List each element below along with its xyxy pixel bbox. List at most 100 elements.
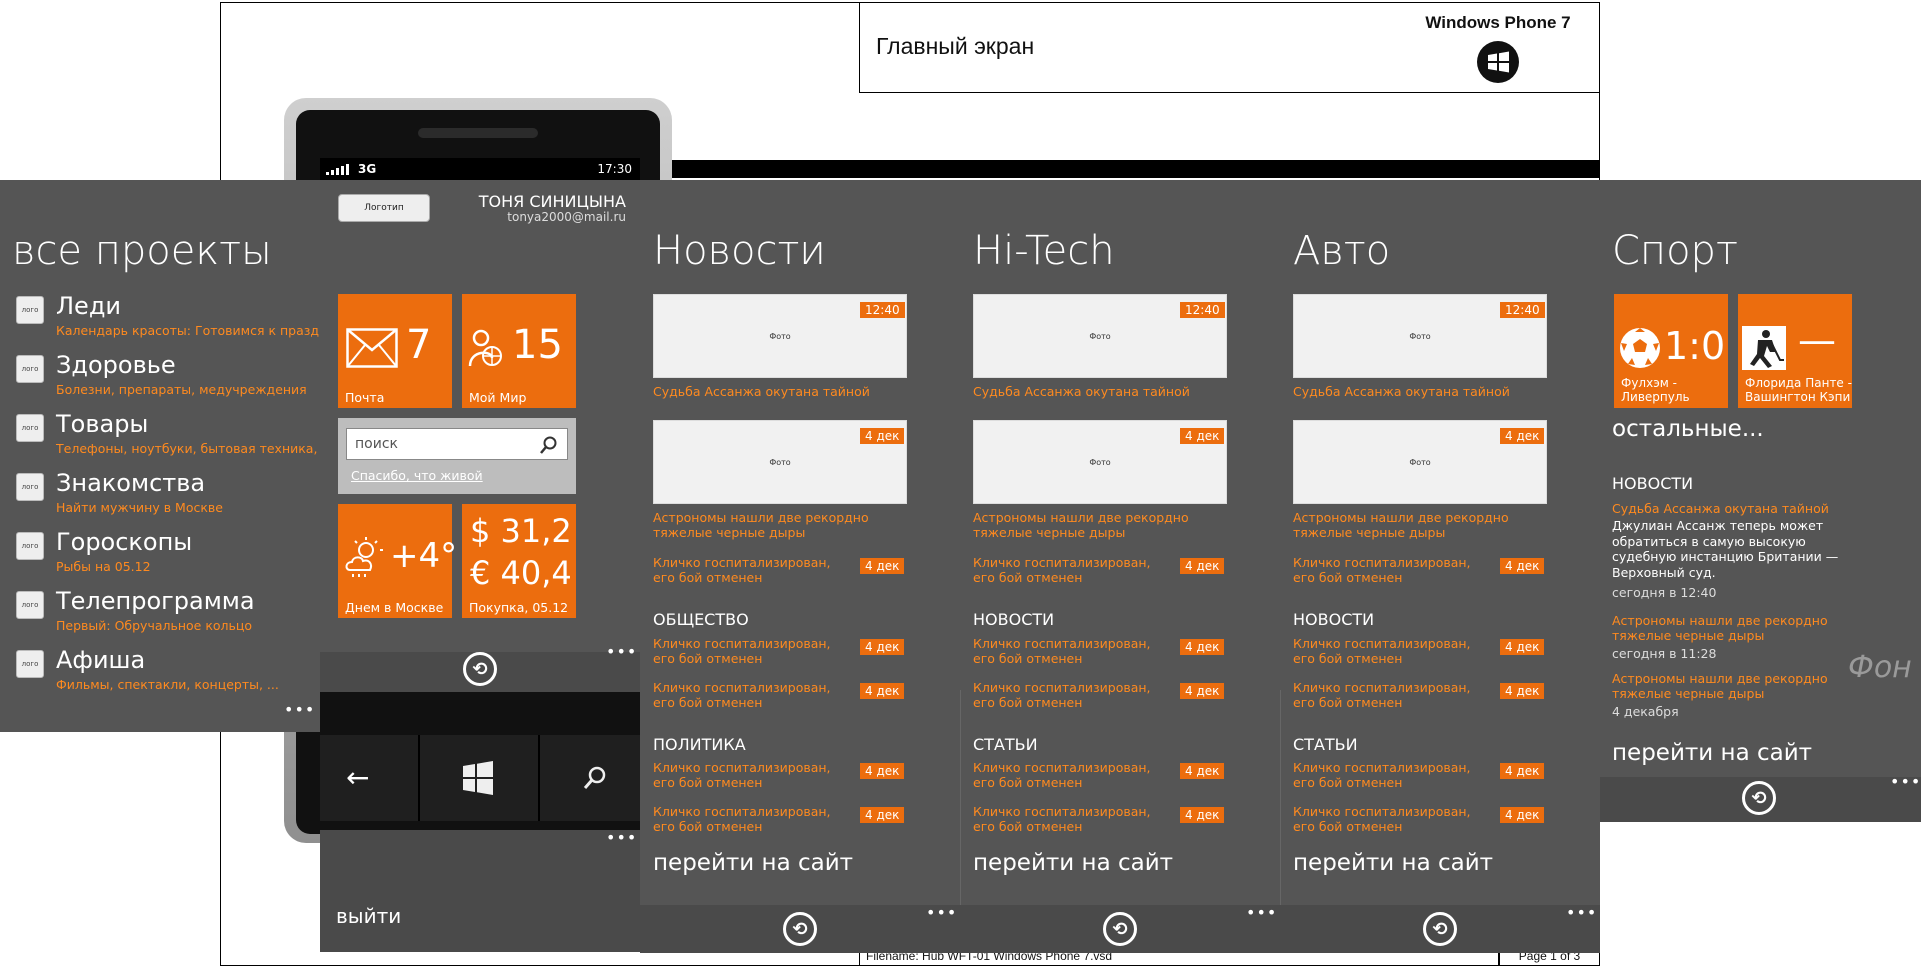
headline-line: его бой отменен <box>1293 570 1403 585</box>
news-headline[interactable]: Судьба Ассанжа окутана тайной <box>973 384 1190 399</box>
column-heading: Hi-Tech <box>973 228 1115 274</box>
column-refresh-icon[interactable]: ⟲ <box>1423 912 1457 946</box>
story-body-line: судебную инстанцию Британии — <box>1612 549 1839 564</box>
date-badge: 4 дек <box>1500 639 1545 655</box>
team-1a: Фулхэм - <box>1621 376 1677 390</box>
news-headline[interactable]: Судьба Ассанжа окутана тайной <box>653 384 870 399</box>
back-arrow-icon[interactable]: ← <box>346 761 370 794</box>
date-badge: 4 дек <box>1500 807 1545 823</box>
logout-button[interactable]: выйти <box>336 904 402 928</box>
go-site-link[interactable]: перейти на сайт <box>973 850 1174 876</box>
headline-line: Кличко госпитализирован, <box>1293 760 1471 775</box>
match-tile-2[interactable]: — Флорида Панте - Вашингтон Кэпи <box>1738 294 1852 408</box>
logout-panel: ••• выйти <box>320 828 640 952</box>
column-app-bar: ⟲ ••• <box>640 903 960 953</box>
weather-tile[interactable]: +4° Днем в Москве <box>338 504 457 618</box>
news-item[interactable]: Кличко госпитализирован, его бой отменен <box>653 760 831 790</box>
project-item[interactable]: лого Телепрограмма Первый: Обручальное к… <box>16 587 316 637</box>
news-item[interactable]: Кличко госпитализирован, его бой отменен <box>973 760 1151 790</box>
column-more-dots-icon[interactable]: ••• <box>926 903 958 922</box>
news-item[interactable]: Кличко госпитализирован, его бой отменен <box>973 680 1151 710</box>
sport-story-3-title[interactable]: Астрономы нашли две рекордно тяжелые черн… <box>1612 671 1828 701</box>
search-input[interactable]: поиск <box>355 436 398 452</box>
project-title: Леди <box>56 292 122 320</box>
project-item[interactable]: лого Здоровье Болезни, препараты, медучр… <box>16 351 316 401</box>
news-item[interactable]: Кличко госпитализирован, его бой отменен <box>653 555 831 585</box>
project-item[interactable]: лого Гороскопы Рыбы на 05.12 <box>16 528 316 578</box>
sport-refresh-icon[interactable]: ⟲ <box>1742 781 1776 815</box>
headline-line: его бой отменен <box>973 570 1083 585</box>
news-item[interactable]: Кличко госпитализирован, его бой отменен <box>1293 760 1471 790</box>
news-item[interactable]: Кличко госпитализирован, его бой отменен <box>1293 636 1471 666</box>
time-badge: 12:40 <box>1500 302 1545 318</box>
sport-story-2-title[interactable]: Астрономы нашли две рекордно тяжелые черн… <box>1612 613 1828 643</box>
sport-more-dots-icon[interactable]: ••• <box>1890 772 1921 791</box>
team-2a: Флорида Панте - <box>1745 376 1852 390</box>
logo-button[interactable]: Логотип <box>338 194 430 222</box>
column-refresh-icon[interactable]: ⟲ <box>1103 912 1137 946</box>
match-tile-1[interactable]: 1:0 Фулхэм - Ливерпуль <box>1614 294 1728 408</box>
sport-rest-link[interactable]: остальные... <box>1612 416 1764 442</box>
os-block: Windows Phone 7 <box>1397 2 1600 93</box>
title-block: Главный экран <box>859 2 1400 93</box>
sport-story-3-time: 4 декабря <box>1612 704 1679 719</box>
sport-story-1-title[interactable]: Судьба Ассанжа окутана тайной <box>1612 501 1829 516</box>
news-item[interactable]: Кличко госпитализирован, его бой отменен <box>653 636 831 666</box>
news-item[interactable]: Кличко госпитализирован, его бой отменен <box>973 804 1151 834</box>
headline-line: его бой отменен <box>1293 695 1403 710</box>
headline-line: его бой отменен <box>1293 819 1403 834</box>
go-site-link[interactable]: перейти на сайт <box>1293 850 1494 876</box>
date-badge: 4 дек <box>1180 428 1225 444</box>
go-site-link[interactable]: перейти на сайт <box>653 850 854 876</box>
column-more-dots-icon[interactable]: ••• <box>1566 903 1598 922</box>
news-item[interactable]: Кличко госпитализирован, его бой отменен <box>653 804 831 834</box>
news-item[interactable]: Кличко госпитализирован, его бой отменен <box>1293 555 1471 585</box>
refresh-icon[interactable]: ⟲ <box>463 652 497 686</box>
news-item[interactable]: Кличко госпитализирован, его бой отменен <box>1293 804 1471 834</box>
project-item[interactable]: лого Товары Телефоны, ноутбуки, бытовая … <box>16 410 333 460</box>
headline-line: Кличко госпитализирован, <box>973 760 1151 775</box>
column-refresh-icon[interactable]: ⟲ <box>783 912 817 946</box>
envelope-icon <box>346 328 398 368</box>
search-field[interactable]: поиск <box>346 428 568 460</box>
match-2-teams: Флорида Панте - Вашингтон Кэпи <box>1745 376 1852 404</box>
weather-label: Днем в Москве <box>345 600 444 615</box>
search-link[interactable]: Спасибо, что живой <box>351 468 483 483</box>
project-subtitle: Первый: Обручальное кольцо <box>56 618 253 633</box>
eur-rate: € 40,4 <box>470 554 572 592</box>
weather-temp: +4° <box>390 536 458 576</box>
sport-go-site-link[interactable]: перейти на сайт <box>1612 740 1813 766</box>
news-headline[interactable]: Астрономы нашли две рекордно тяжелые черн… <box>973 510 1189 540</box>
news-item[interactable]: Кличко госпитализирован, его бой отменен <box>1293 680 1471 710</box>
headline-line: Кличко госпитализирован, <box>1293 804 1471 819</box>
all-projects-panel: все проекты лого Леди Календарь красоты:… <box>0 180 335 732</box>
headline-line: Кличко госпитализирован, <box>1293 555 1471 570</box>
news-item[interactable]: Кличко госпитализирован, его бой отменен <box>653 680 831 710</box>
project-item[interactable]: лого Леди Календарь красоты: Готовимся к… <box>16 292 335 342</box>
mail-tile[interactable]: 7 Почта <box>338 294 452 408</box>
my-world-tile[interactable]: 15 Мой Мир <box>462 294 576 408</box>
column-more-dots-icon[interactable]: ••• <box>1246 903 1278 922</box>
news-item[interactable]: Кличко госпитализирован, его бой отменен <box>973 636 1151 666</box>
windows-start-icon[interactable] <box>460 761 496 795</box>
phone-speaker <box>418 128 538 138</box>
news-item[interactable]: Кличко госпитализирован, его бой отменен <box>973 555 1151 585</box>
news-headline[interactable]: Судьба Ассанжа окутана тайной <box>1293 384 1510 399</box>
headline-line: тяжелые черные дыры <box>1293 525 1446 540</box>
project-title: Афиша <box>56 646 146 674</box>
search-button-icon[interactable] <box>582 765 608 791</box>
soccer-ball-icon <box>1620 328 1660 368</box>
main-more-dots-icon[interactable]: ••• <box>606 642 638 661</box>
news-headline[interactable]: Астрономы нашли две рекордно тяжелые черн… <box>1293 510 1509 540</box>
sport-panel: Спорт 1:0 Фулхэм - Ливерпуль — Флорида Па… <box>1600 180 1921 777</box>
more-dots-icon[interactable]: ••• <box>284 700 316 719</box>
project-item[interactable]: лого Знакомства Найти мужчину в Москве <box>16 469 316 519</box>
date-badge: 4 дек <box>1180 558 1225 574</box>
logout-more-dots-icon[interactable]: ••• <box>606 828 638 847</box>
news-headline[interactable]: Астрономы нашли две рекордно тяжелые черн… <box>653 510 869 540</box>
currency-tile[interactable]: $ 31,2 € 40,4 Покупка, 05.12 <box>462 504 576 618</box>
world-count: 15 <box>512 322 563 368</box>
search-icon[interactable] <box>539 435 559 455</box>
project-item[interactable]: лого Афиша Фильмы, спектакли, концерты, … <box>16 646 316 696</box>
date-badge: 4 дек <box>1180 763 1225 779</box>
